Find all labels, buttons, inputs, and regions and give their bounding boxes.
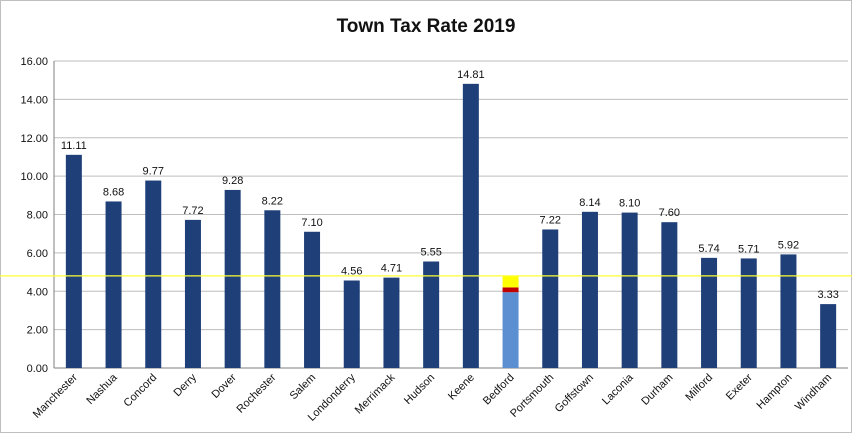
bar-merrimack: [383, 277, 400, 368]
bar-laconia: [621, 212, 638, 368]
data-label: 7.10: [301, 217, 322, 229]
x-tick-label: Windham: [793, 372, 834, 413]
data-label: 3.33: [817, 289, 838, 301]
y-tick-label: 10.00: [20, 171, 48, 183]
data-label: 8.22: [262, 195, 283, 207]
x-tick-label: Durham: [639, 372, 675, 408]
bar-segment-bedford: [502, 287, 519, 293]
x-tick-label: Hudson: [402, 372, 437, 407]
bar-manchester: [65, 154, 82, 368]
bar-exeter: [740, 258, 757, 368]
data-label: 5.74: [698, 243, 719, 255]
y-tick-label: 6.00: [27, 248, 48, 260]
y-tick-label: 4.00: [27, 286, 48, 298]
data-label: 14.81: [457, 69, 485, 81]
data-label: 5.71: [738, 243, 759, 255]
bar-durham: [661, 222, 678, 368]
x-tick-label: Derry: [172, 371, 200, 399]
bar-derry: [184, 219, 201, 368]
data-label: 7.72: [182, 205, 203, 217]
y-tick-label: 0.00: [27, 363, 48, 375]
data-label: 9.28: [222, 175, 243, 187]
data-label: 8.10: [619, 198, 640, 210]
bar-nashua: [105, 201, 122, 368]
bar-keene: [462, 83, 479, 368]
x-tick-label: Dover: [210, 371, 239, 400]
x-tick-label: Manchester: [31, 371, 80, 420]
data-label: 11.11: [61, 140, 87, 152]
x-tick-label: Keene: [446, 372, 477, 403]
data-label: 5.55: [420, 247, 441, 259]
bar-concord: [145, 180, 162, 368]
bar-rochester: [264, 210, 281, 368]
y-tick-label: 12.00: [20, 133, 48, 145]
bar-londonderry: [343, 280, 360, 368]
bar-portsmouth: [542, 229, 559, 368]
x-tick-label: Nashua: [84, 371, 120, 407]
x-tick-label: Bedford: [481, 372, 517, 408]
x-tick-label: Concord: [121, 372, 159, 410]
x-tick-label: Goffstown: [553, 372, 596, 415]
data-label: 8.14: [579, 197, 600, 209]
y-tick-label: 16.00: [20, 56, 48, 68]
data-label: 7.22: [540, 214, 561, 226]
bar-hudson: [423, 261, 440, 368]
bar-goffstown: [581, 211, 598, 368]
x-tick-label: Laconia: [600, 371, 636, 407]
x-tick-label: Rochester: [235, 371, 279, 415]
data-label: 8.68: [103, 186, 124, 198]
y-tick-label: 14.00: [20, 94, 48, 106]
bar-windham: [820, 304, 837, 368]
bar-hampton: [780, 254, 797, 368]
bar-dover: [224, 189, 241, 368]
bar-salem: [304, 231, 321, 368]
x-tick-label: Salem: [288, 372, 319, 403]
x-tick-label: Hampton: [755, 372, 795, 412]
data-label: 4.56: [341, 266, 362, 278]
chart-title: Town Tax Rate 2019: [336, 16, 516, 37]
y-tick-label: 2.00: [27, 325, 48, 337]
data-label: 7.60: [659, 207, 680, 219]
y-tick-label: 8.00: [27, 210, 48, 222]
x-tick-label: Exeter: [724, 371, 755, 402]
x-tick-label: Milford: [683, 372, 715, 404]
data-label: 9.77: [143, 166, 164, 178]
data-label: 4.71: [381, 263, 402, 275]
bar-segment-bedford: [502, 275, 519, 288]
bar-milford: [701, 257, 718, 368]
data-label: 5.92: [778, 239, 799, 251]
bar-segment-bedford: [502, 292, 519, 368]
x-tick-label: Merrimack: [353, 371, 398, 416]
